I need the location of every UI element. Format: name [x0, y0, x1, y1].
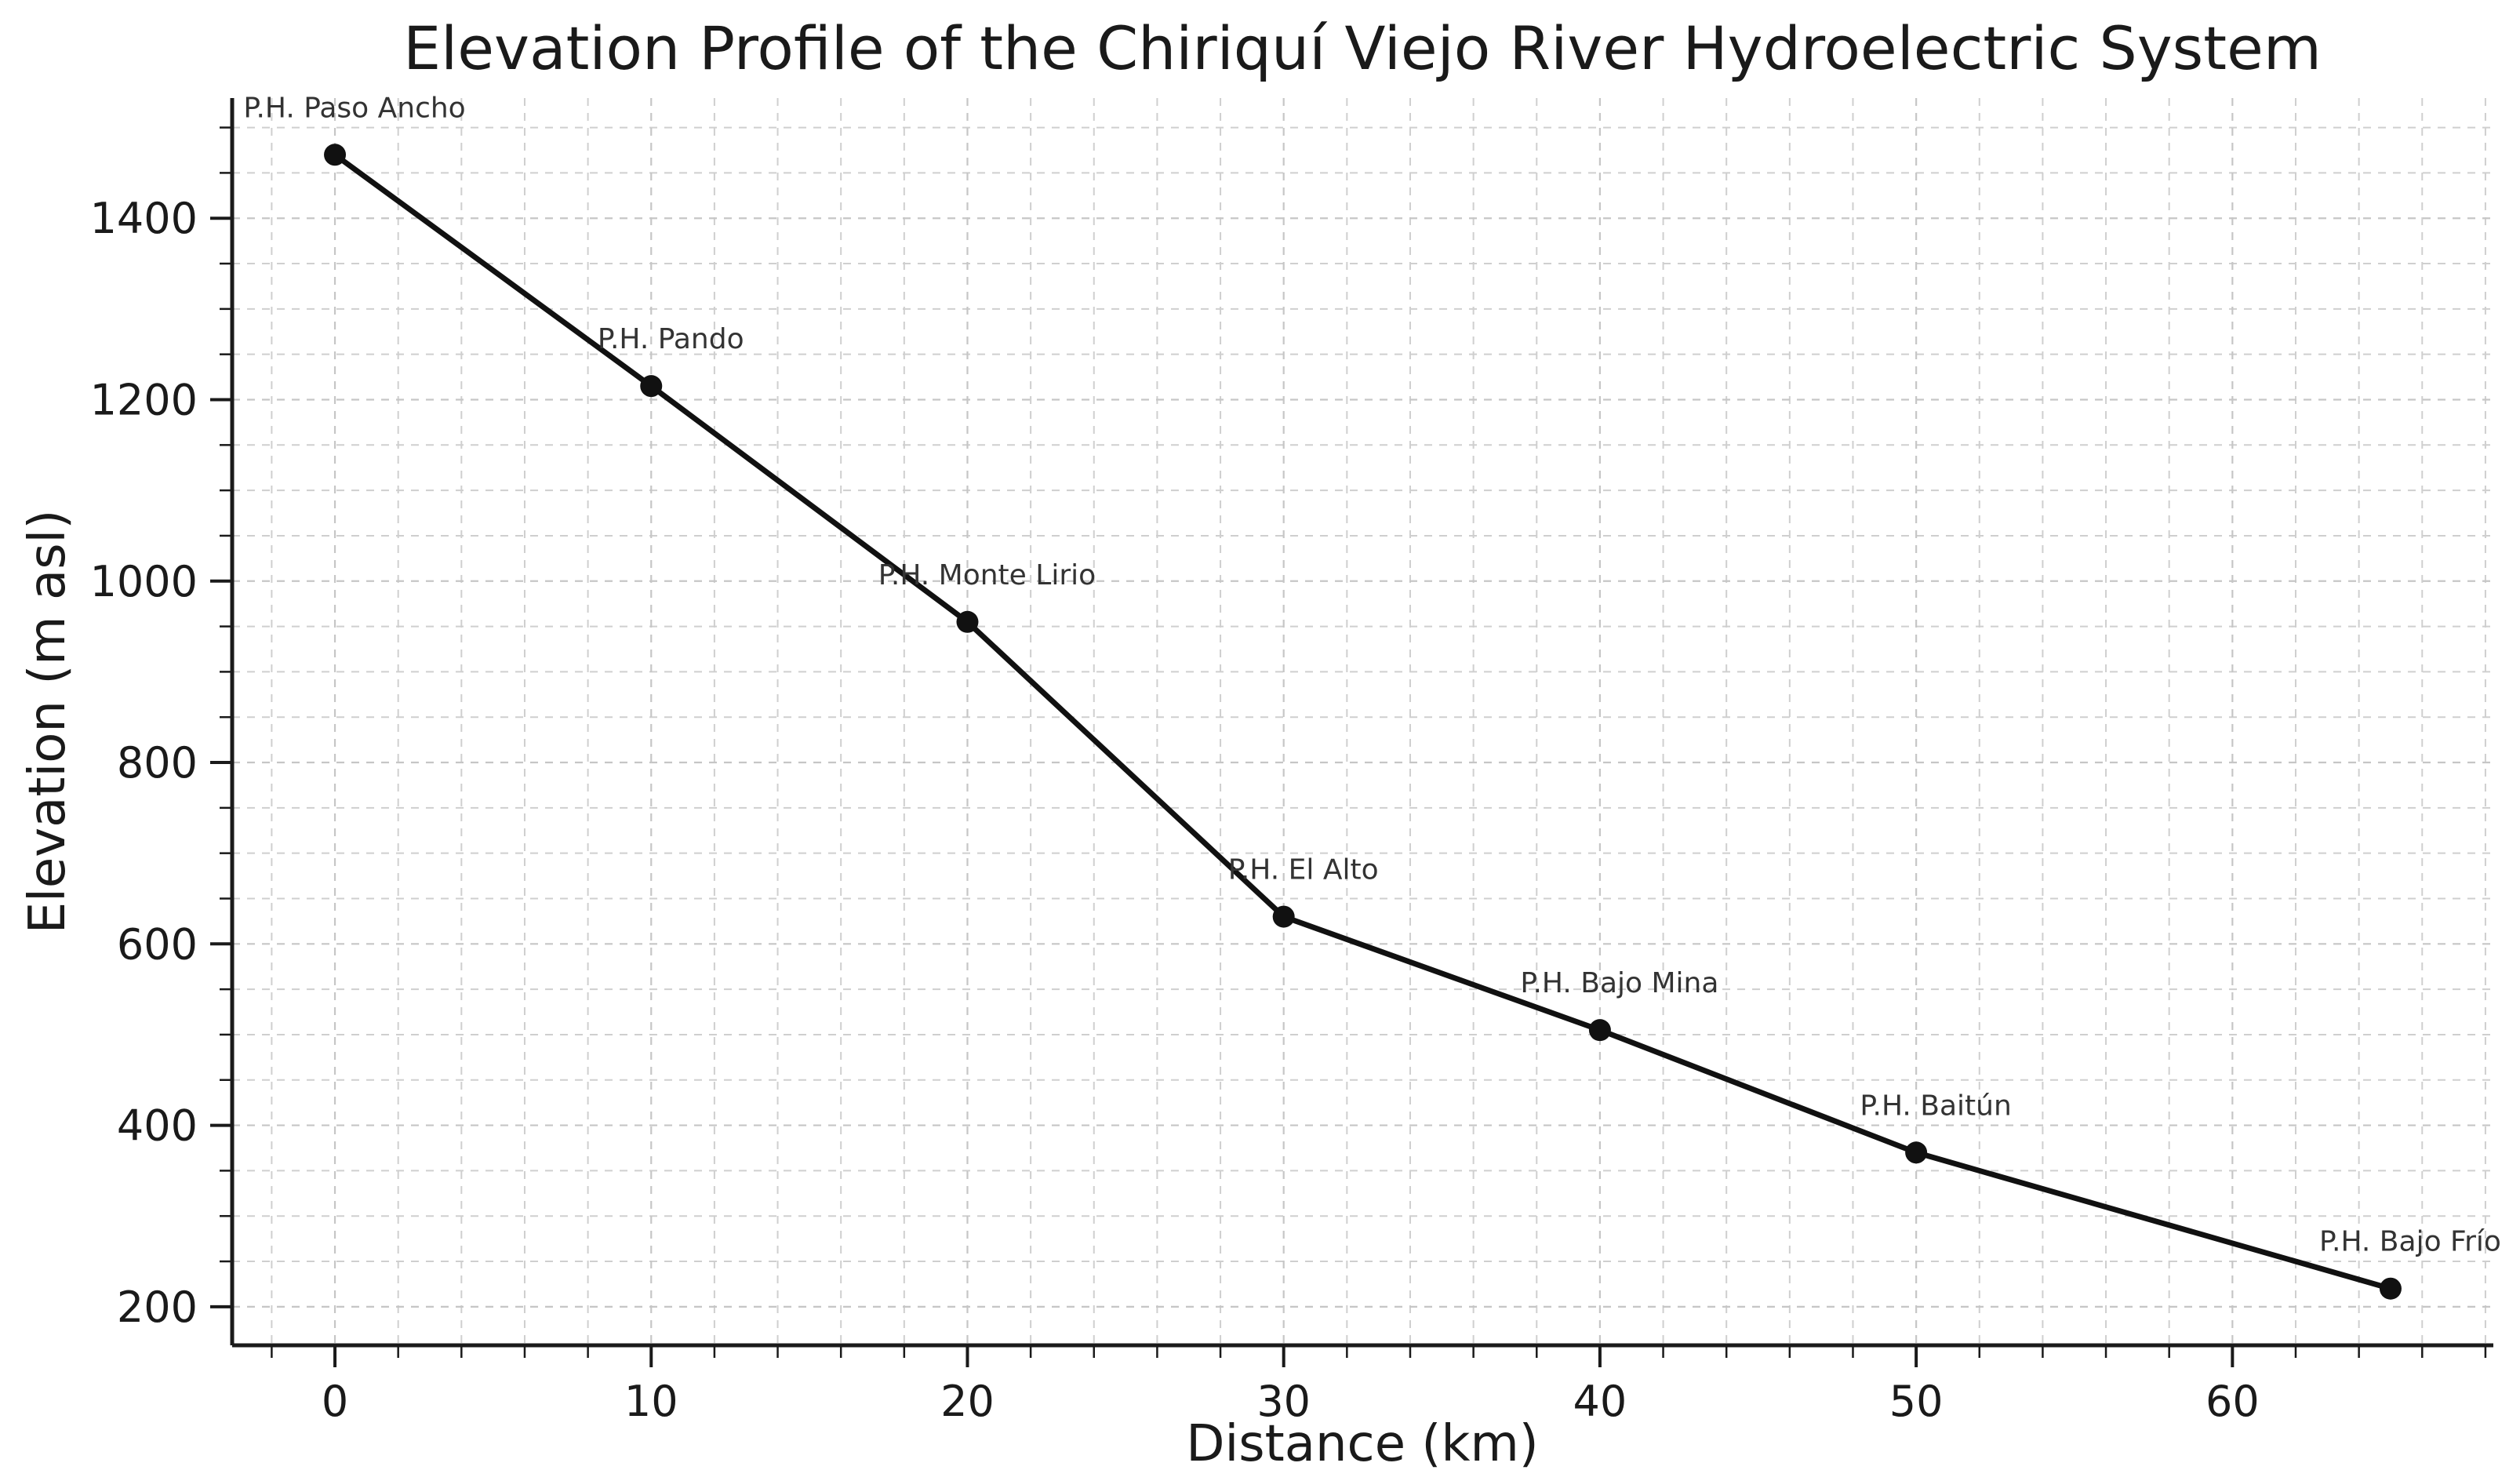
- data-point-marker: [1905, 1141, 1928, 1164]
- x-tick-label: 0: [322, 1377, 348, 1426]
- data-point-marker: [640, 375, 663, 398]
- y-tick-label: 200: [117, 1283, 198, 1332]
- chart-title: Elevation Profile of the Chiriquí Viejo …: [403, 13, 2322, 83]
- data-point-marker: [2379, 1277, 2402, 1300]
- data-point-marker: [324, 144, 347, 166]
- y-axis-label: Elevation (m asl): [19, 510, 77, 934]
- x-tick-label: 30: [1256, 1377, 1311, 1426]
- point-label: P.H. Bajo Mina: [1520, 967, 1718, 999]
- y-tick-label: 1200: [90, 375, 198, 424]
- grid-layer: [232, 98, 2493, 1345]
- y-tick-label: 600: [117, 919, 198, 969]
- x-tick-label: 20: [940, 1377, 995, 1426]
- point-label: P.H. Paso Ancho: [243, 92, 465, 124]
- data-point-marker: [956, 610, 979, 633]
- data-point-marker: [1272, 905, 1295, 928]
- tick-layer: 0 10 20 30 40 50 60 200 400 600 800 1000 1200 1400: [90, 126, 2487, 1426]
- point-label: P.H. Pando: [598, 323, 744, 355]
- point-label: P.H. Baitún: [1860, 1090, 2011, 1122]
- x-tick-label: 10: [624, 1377, 678, 1426]
- axis-layer: [230, 98, 2493, 1348]
- point-label: P.H. Bajo Frío: [2319, 1226, 2501, 1258]
- point-label: P.H. Monte Lirio: [878, 559, 1096, 591]
- point-label: P.H. El Alto: [1228, 854, 1379, 886]
- x-tick-label: 50: [1889, 1377, 1944, 1426]
- y-tick-label: 800: [117, 738, 198, 788]
- data-point-marker: [1588, 1019, 1611, 1042]
- series-layer: [324, 144, 2402, 1300]
- x-axis-label: Distance (km): [1186, 1415, 1539, 1473]
- y-tick-label: 1400: [90, 194, 198, 243]
- x-tick-label: 60: [2205, 1377, 2260, 1426]
- annotation-layer: P.H. Paso Ancho P.H. Pando P.H. Monte Liri…: [243, 92, 2501, 1257]
- x-tick-label: 40: [1573, 1377, 1627, 1426]
- y-tick-label: 1000: [90, 557, 198, 606]
- y-tick-label: 400: [117, 1101, 198, 1151]
